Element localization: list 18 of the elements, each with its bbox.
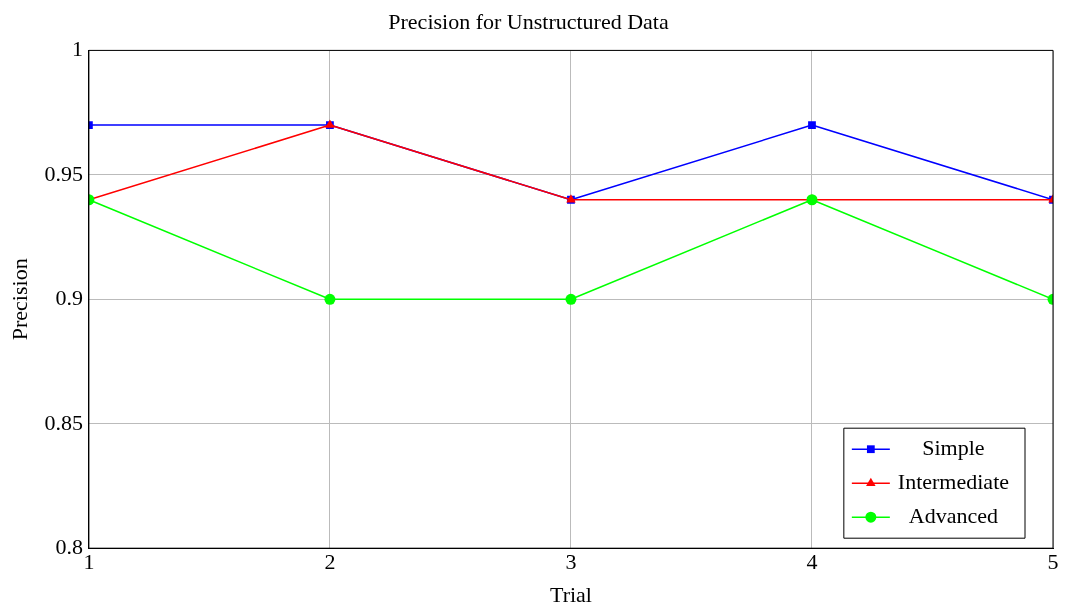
x-tick-label: 4 — [806, 549, 818, 575]
x-tick-label: 2 — [324, 549, 336, 575]
y-tick-label: 0.95 — [44, 160, 83, 186]
y-axis-title: Precision — [6, 258, 32, 341]
point — [565, 293, 577, 305]
point — [324, 293, 336, 305]
y-tick-label: 0.9 — [55, 285, 83, 311]
x-axis-title: Trial — [549, 581, 592, 607]
y-tick-label: 1 — [71, 36, 83, 62]
y-tick-label: 0.85 — [44, 409, 83, 435]
x-tick-label: 3 — [565, 549, 577, 575]
point — [808, 121, 816, 129]
chart-title: Precision for Unstructured Data — [388, 8, 669, 34]
y-tick-label: 0.8 — [55, 533, 83, 559]
legend-label: Intermediate — [897, 468, 1010, 494]
x-tick-label: 5 — [1047, 549, 1059, 575]
legend-label: Simple — [922, 434, 985, 460]
legend-label: Advanced — [908, 502, 999, 528]
